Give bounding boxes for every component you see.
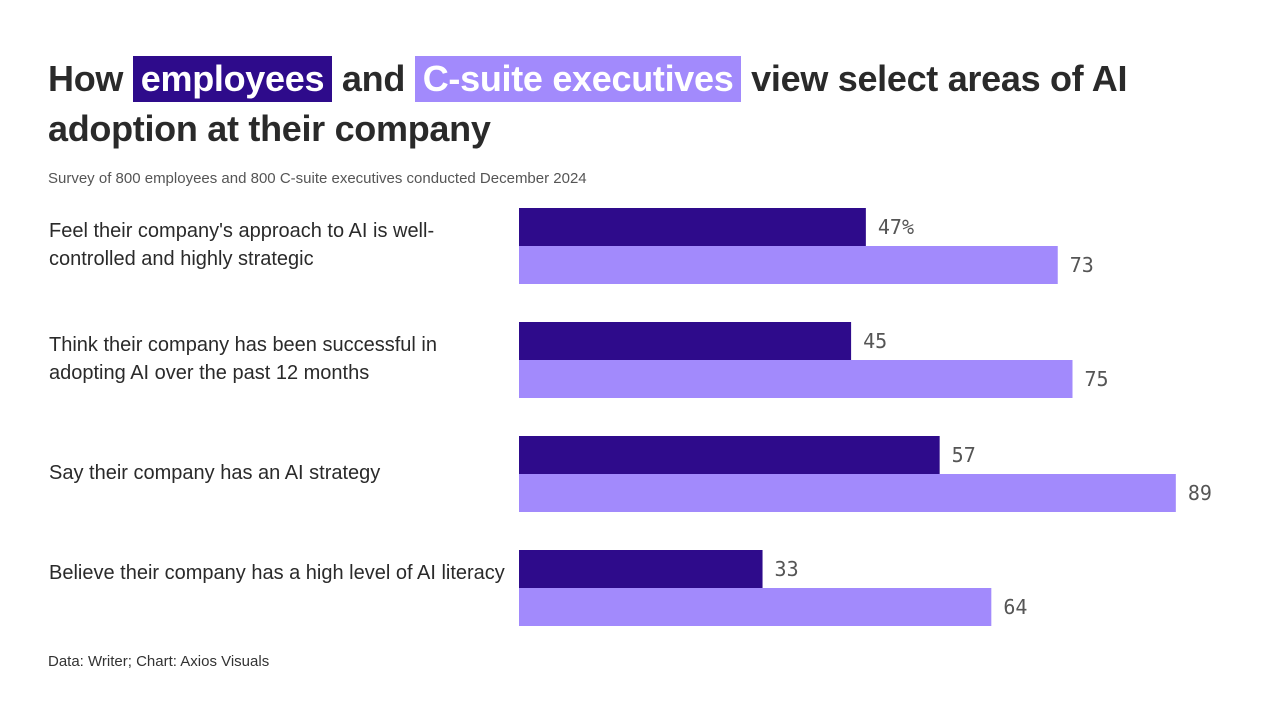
chart-source: Data: Writer; Chart: Axios Visuals [48, 653, 270, 670]
bar-executives-4 [519, 588, 992, 626]
legend-employees: employees [132, 56, 333, 102]
legend-executives: C-suite executives [414, 56, 742, 102]
bar-employees-1 [519, 208, 866, 246]
value-label-employees-1: 47% [878, 215, 914, 239]
title-conjunction: and [341, 58, 406, 99]
bar-employees-2 [519, 322, 852, 360]
bar-employees-4 [519, 550, 763, 588]
value-label-employees-2: 45 [863, 329, 887, 353]
value-label-employees-3: 57 [952, 443, 976, 467]
value-label-executives-1: 73 [1070, 253, 1094, 277]
category-label-2: Think their company has been successful … [49, 334, 437, 384]
category-label-1: Feel their company's approach to AI is w… [49, 220, 435, 270]
chart-title: How employees and C-suite executives vie… [48, 54, 1238, 154]
value-label-executives-4: 64 [1003, 595, 1027, 619]
title-prefix: How [48, 58, 124, 99]
chart-subtitle: Survey of 800 employees and 800 C-suite … [48, 170, 587, 187]
value-label-employees-4: 33 [775, 557, 799, 581]
bar-employees-3 [519, 436, 940, 474]
bar-executives-2 [519, 360, 1073, 398]
category-label-4: Believe their company has a high level o… [49, 562, 505, 584]
title-suffix: view select areas of AI adoption at thei… [48, 58, 1128, 149]
bar-executives-1 [519, 246, 1058, 284]
value-label-executives-2: 75 [1085, 367, 1109, 391]
bar-executives-3 [519, 474, 1176, 512]
category-label-3: Say their company has an AI strategy [49, 462, 381, 484]
value-label-executives-3: 89 [1188, 481, 1212, 505]
